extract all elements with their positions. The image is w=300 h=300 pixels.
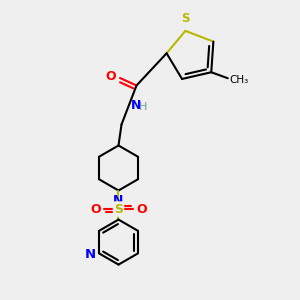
- Text: S: S: [114, 202, 123, 216]
- Text: H: H: [139, 101, 147, 112]
- Text: CH₃: CH₃: [229, 75, 248, 85]
- Text: O: O: [136, 202, 146, 216]
- Text: O: O: [106, 70, 116, 83]
- Text: N: N: [130, 98, 141, 112]
- Text: S: S: [181, 13, 190, 26]
- Text: N: N: [113, 194, 124, 207]
- Text: N: N: [85, 248, 96, 261]
- Text: O: O: [91, 202, 101, 216]
